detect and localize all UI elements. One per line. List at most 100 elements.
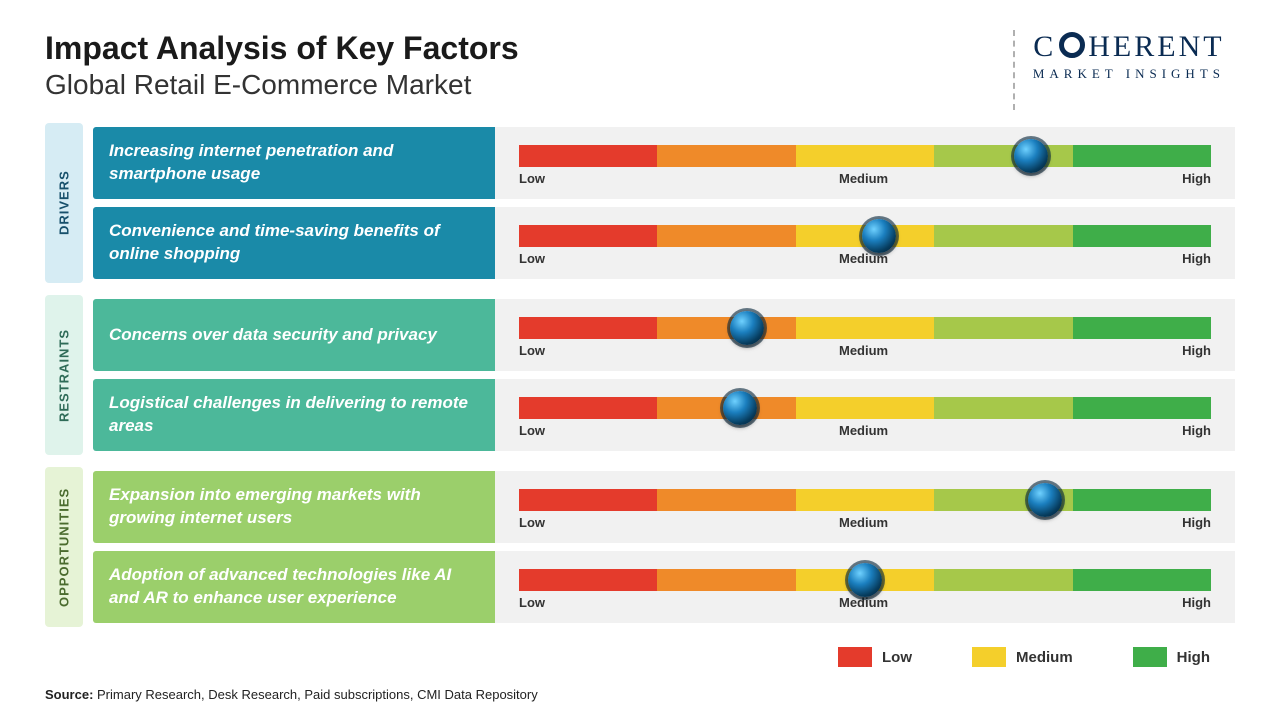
- gauge-segment: [934, 225, 1072, 247]
- factor-label: Expansion into emerging markets with gro…: [93, 471, 495, 543]
- factor-label: Logistical challenges in delivering to r…: [93, 379, 495, 451]
- gauge-segment: [1073, 225, 1211, 247]
- gauge-track: [519, 569, 1211, 591]
- gauge-label-medium: Medium: [839, 423, 888, 438]
- gauge-track: [519, 397, 1211, 419]
- gauge-segment: [657, 225, 795, 247]
- gauge-label-high: High: [1182, 515, 1211, 530]
- legend: Low Medium High: [0, 639, 1280, 667]
- gauge-knob[interactable]: [862, 219, 896, 253]
- factor-label: Concerns over data security and privacy: [93, 299, 495, 371]
- legend-item: Low: [838, 647, 912, 667]
- legend-item: High: [1133, 647, 1210, 667]
- group-rows: Concerns over data security and privacy L…: [83, 295, 1235, 455]
- legend-item: Medium: [972, 647, 1073, 667]
- gauge-segment: [934, 145, 1072, 167]
- logo-subtext: MARKET INSIGHTS: [1033, 66, 1225, 82]
- legend-label: Low: [882, 649, 912, 666]
- legend-swatch: [972, 647, 1006, 667]
- chart-content: DRIVERS Increasing internet penetration a…: [0, 118, 1280, 627]
- gauge-labels: Low Medium High: [519, 251, 1211, 266]
- gauge-label-medium: Medium: [839, 251, 888, 266]
- logo-separator: [1013, 30, 1015, 110]
- gauge-segment: [1073, 317, 1211, 339]
- gauge-label-medium: Medium: [839, 343, 888, 358]
- gauge-cell: Low Medium High: [495, 471, 1235, 543]
- gauge-label-medium: Medium: [839, 595, 888, 610]
- brand-logo: C HERENT MARKET INSIGHTS: [1033, 30, 1225, 82]
- gauge-cell: LowMediumHigh: [495, 127, 1235, 199]
- gauge-label-low: Low: [519, 423, 545, 438]
- gauge-segment: [657, 489, 795, 511]
- group-opportunities: OPPORTUNITIES Expansion into emerging mar…: [45, 467, 1235, 627]
- group-drivers: DRIVERS Increasing internet penetration a…: [45, 123, 1235, 283]
- factor-row: Increasing internet penetration and smar…: [93, 127, 1235, 199]
- gauge-labels: Low Medium High: [519, 595, 1211, 610]
- gauge-segment: [657, 145, 795, 167]
- gauge-label-medium: Medium: [839, 515, 888, 530]
- group-rows: Expansion into emerging markets with gro…: [83, 467, 1235, 627]
- gauge-segment: [519, 145, 657, 167]
- gauge-label-low: Low: [519, 171, 545, 186]
- group-restraints: RESTRAINTS Concerns over data security an…: [45, 295, 1235, 455]
- gauge-label-low: Low: [519, 515, 545, 530]
- gauge-segment: [519, 489, 657, 511]
- legend-swatch: [1133, 647, 1167, 667]
- factor-label: Increasing internet penetration and smar…: [93, 127, 495, 199]
- page-subtitle: Global Retail E-Commerce Market: [45, 69, 519, 101]
- logo-rest: HERENT: [1088, 30, 1224, 64]
- factor-row: Concerns over data security and privacy L…: [93, 299, 1235, 371]
- gauge-label-low: Low: [519, 343, 545, 358]
- gauge-knob[interactable]: [848, 563, 882, 597]
- group-rows: Increasing internet penetration and smar…: [83, 123, 1235, 283]
- gauge-segment: [796, 145, 934, 167]
- gauge-segment: [519, 569, 657, 591]
- gauge-segment: [519, 397, 657, 419]
- gauge-segment: [657, 317, 795, 339]
- gauge-segment: [796, 397, 934, 419]
- logo-wrap: C HERENT MARKET INSIGHTS: [1013, 30, 1225, 110]
- header: Impact Analysis of Key Factors Global Re…: [0, 0, 1280, 118]
- legend-label: Medium: [1016, 649, 1073, 666]
- gauge-labels: Low Medium High: [519, 343, 1211, 358]
- gauge-knob[interactable]: [723, 391, 757, 425]
- page-title: Impact Analysis of Key Factors: [45, 30, 519, 67]
- factor-row: Adoption of advanced technologies like A…: [93, 551, 1235, 623]
- gauge-label-medium: Medium: [839, 171, 888, 186]
- gauge-label-high: High: [1182, 423, 1211, 438]
- source-note: Source: Primary Research, Desk Research,…: [45, 687, 538, 702]
- gauge-segment: [934, 317, 1072, 339]
- logo-letter-c: C: [1033, 30, 1056, 64]
- source-prefix: Source:: [45, 687, 97, 702]
- gauge-track: [519, 489, 1211, 511]
- group-tab: RESTRAINTS: [45, 295, 83, 455]
- gauge-knob[interactable]: [1028, 483, 1062, 517]
- gauge-labels: LowMediumHigh: [519, 171, 1211, 186]
- group-tab: DRIVERS: [45, 123, 83, 283]
- gauge-segment: [1073, 397, 1211, 419]
- gauge-label-high: High: [1182, 595, 1211, 610]
- gauge-track: [519, 145, 1211, 167]
- gauge-segment: [657, 569, 795, 591]
- gauge-labels: Low Medium High: [519, 515, 1211, 530]
- gauge-knob[interactable]: [1014, 139, 1048, 173]
- gauge-segment: [1073, 569, 1211, 591]
- gauge-cell: Low Medium High: [495, 299, 1235, 371]
- legend-swatch: [838, 647, 872, 667]
- gauge-knob[interactable]: [730, 311, 764, 345]
- gauge-label-high: High: [1182, 343, 1211, 358]
- source-text: Primary Research, Desk Research, Paid su…: [97, 687, 538, 702]
- group-tab: OPPORTUNITIES: [45, 467, 83, 627]
- gauge-segment: [796, 489, 934, 511]
- factor-row: Logistical challenges in delivering to r…: [93, 379, 1235, 451]
- gauge-segment: [1073, 145, 1211, 167]
- gauge-label-low: Low: [519, 251, 545, 266]
- factor-row: Expansion into emerging markets with gro…: [93, 471, 1235, 543]
- gauge-segment: [796, 317, 934, 339]
- gauge-labels: Low Medium High: [519, 423, 1211, 438]
- gauge-segment: [934, 569, 1072, 591]
- gauge-cell: Low Medium High: [495, 207, 1235, 279]
- gauge-track: [519, 225, 1211, 247]
- gauge-label-low: Low: [519, 595, 545, 610]
- gauge-label-high: High: [1182, 251, 1211, 266]
